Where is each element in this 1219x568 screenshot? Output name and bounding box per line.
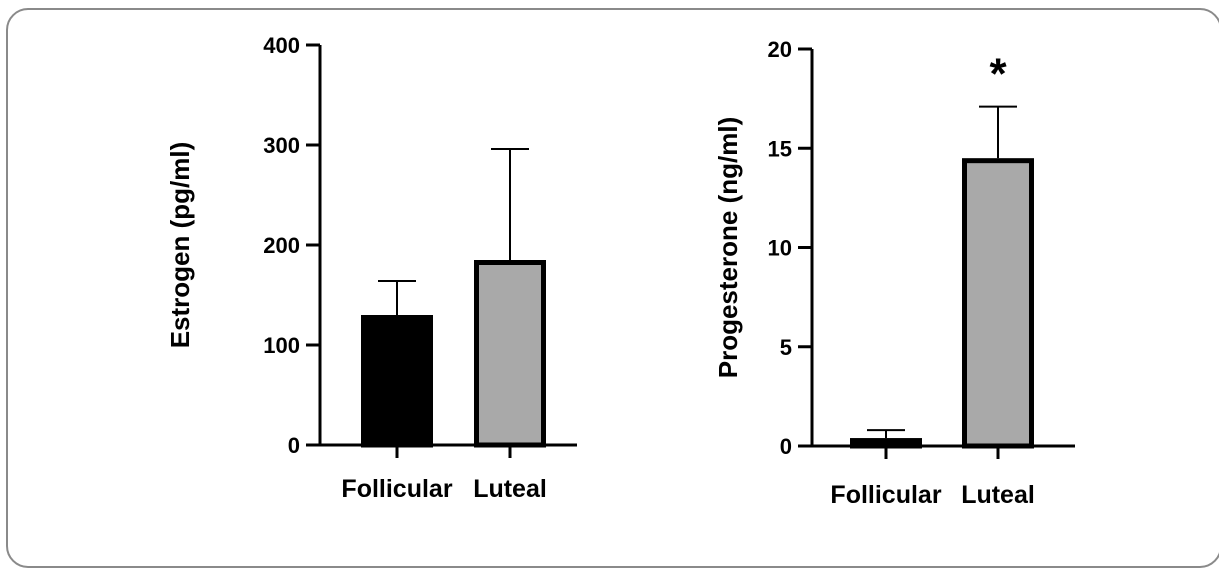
y-tick-label: 15 — [768, 136, 792, 161]
y-axis-title: Estrogen (pg/ml) — [165, 142, 195, 349]
progesterone-chart: 0 5 10 15 20 Follicular Luteal * Progesterone (n… — [713, 37, 1075, 509]
x-category-label: Follicular — [341, 475, 452, 503]
x-category-label: Luteal — [473, 475, 547, 503]
bar-luteal — [962, 158, 1034, 449]
y-axis-title: Progesterone (ng/ml) — [713, 117, 743, 378]
bar-follicular — [850, 438, 922, 449]
significance-marker: * — [989, 50, 1007, 99]
y-tick-label: 0 — [288, 433, 300, 458]
bar-luteal — [474, 260, 546, 448]
x-category-label: Luteal — [961, 481, 1035, 509]
y-tick-label: 0 — [780, 434, 792, 459]
y-tick-label: 100 — [263, 333, 300, 358]
y-tick-label: 5 — [780, 335, 792, 360]
x-category-label: Follicular — [830, 481, 941, 509]
y-tick-label: 10 — [768, 236, 792, 261]
y-tick-label: 20 — [768, 37, 792, 62]
y-tick-label: 300 — [263, 133, 300, 158]
bar-follicular — [361, 315, 433, 448]
y-tick-label: 200 — [263, 233, 300, 258]
estrogen-chart: 0 100 200 300 400 Follicular Luteal Estrogen (p… — [165, 33, 577, 503]
y-tick-label: 400 — [263, 33, 300, 58]
